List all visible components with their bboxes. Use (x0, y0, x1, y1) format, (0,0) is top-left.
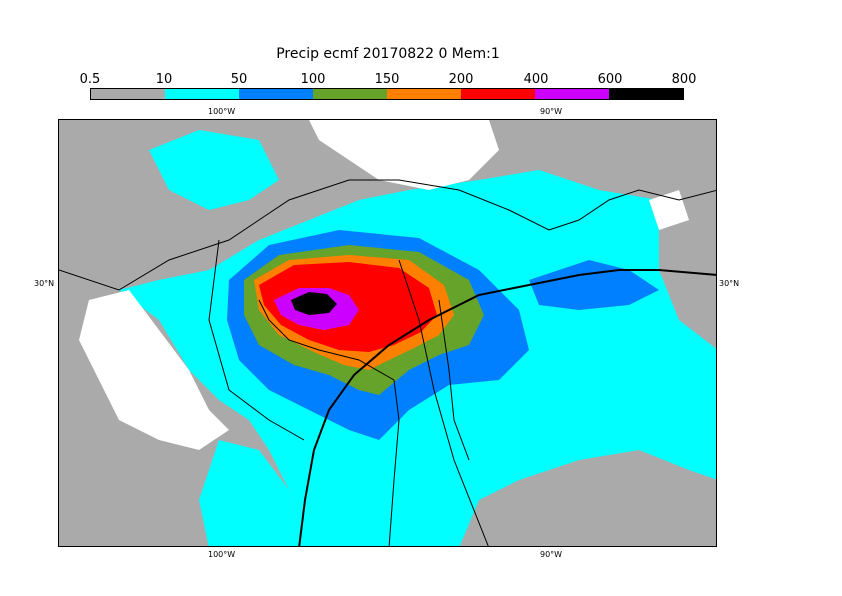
legend-tick: 50 (230, 72, 248, 87)
band-600 (291, 292, 337, 315)
cyan-patch-nw (149, 130, 279, 210)
precip-map (58, 119, 717, 547)
legend-tick-labels: 0.5 10 50 100 150 200 400 600 800 (80, 72, 697, 88)
lon-label-bottom-right: 90°W (540, 550, 563, 559)
legend-tick: 100 (300, 72, 326, 87)
precip-field (59, 120, 716, 546)
legend-swatch (461, 89, 535, 99)
color-legend (90, 88, 684, 100)
band-50-east (529, 260, 659, 310)
legend-swatch (609, 89, 683, 99)
storm-track (258, 299, 400, 546)
legend-swatch (535, 89, 609, 99)
zero-area-west (79, 290, 229, 450)
legend-tick: 10 (155, 72, 173, 87)
legend-swatch (239, 89, 313, 99)
cyan-patch-sw (199, 440, 299, 546)
legend-tick: 0.5 (79, 72, 101, 87)
state-border-1 (59, 179, 716, 291)
zero-area-north (309, 120, 499, 190)
legend-swatch (313, 89, 387, 99)
lon-label-top-right: 90°W (540, 107, 563, 116)
legend-tick: 400 (523, 72, 549, 87)
state-border-3 (398, 259, 489, 546)
lat-label-right: 30°N (719, 279, 740, 288)
legend-swatch (387, 89, 461, 99)
lat-label-left: 30°N (34, 279, 55, 288)
state-border-4 (438, 299, 470, 461)
dry-area-south-east (459, 450, 716, 546)
legend-swatch (91, 89, 165, 99)
lon-label-top-left: 100°W (208, 107, 236, 116)
legend-tick: 800 (671, 72, 697, 87)
legend-tick: 600 (597, 72, 623, 87)
map-title: Precip ecmf 20170822 0 Mem:1 (276, 46, 500, 62)
legend-tick: 150 (374, 72, 400, 87)
legend-tick: 200 (448, 72, 474, 87)
lon-label-bottom-left: 100°W (208, 550, 236, 559)
legend-swatch (165, 89, 239, 99)
state-border-2 (208, 239, 305, 441)
coastline (298, 269, 716, 546)
